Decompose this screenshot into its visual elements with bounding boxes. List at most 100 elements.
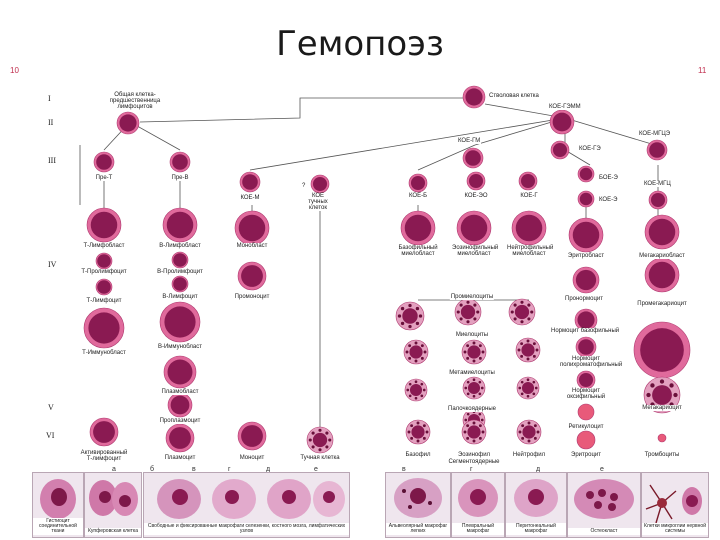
koe-m (239, 171, 261, 193)
caption-kupffer: Купферовская клетка (85, 528, 141, 535)
metamyelocyte-e (462, 376, 486, 400)
plasmablast (163, 355, 197, 389)
promonocyte (237, 261, 267, 291)
normocyte-baso (574, 308, 598, 332)
caption-pleural: Плевральный макрофаг (452, 523, 504, 535)
panel-histiocyte: Гистиоцит соединительной ткани (32, 472, 84, 538)
label-koe-meg: КОЕ-МГЦЭ (638, 131, 672, 137)
line-gemm-to-m (249, 117, 566, 171)
myelocyte-n (515, 337, 541, 363)
koe-gemm (549, 109, 575, 135)
caption-osteoclast: Остеокласт (568, 528, 640, 535)
label-myelocytes: Миелоциты (454, 332, 490, 338)
label-segmented: Сегментоядерные (447, 459, 501, 465)
label-t-immunoblast: Т-Иммунобласт (81, 350, 127, 356)
b-lymphoblast (162, 207, 198, 243)
megakaryoblast (644, 214, 680, 250)
label-koe-b: КОЕ-Б (407, 193, 429, 199)
label-koe-e: КОЕ-Э (598, 197, 619, 203)
label-stem-cell: Стволовая клетка (488, 93, 540, 99)
label-band: Палочкоядерные (447, 406, 497, 412)
label-promegakaryocyte: Промегакариоцит (636, 301, 688, 307)
pronormocyte (572, 266, 600, 294)
koe-e (577, 190, 595, 208)
alveolar-image (394, 478, 442, 518)
stage-iii: III (48, 156, 56, 165)
label-koe-gm: КОЕ-ГМ (457, 138, 482, 144)
label-baso-myeloblast: Базофильный миелобласт (397, 245, 439, 257)
panel-osteoclast: Остеокласт (567, 472, 641, 538)
label-monocyte: Моноцит (238, 455, 266, 461)
label-mast-cell: Тучная клетка (299, 455, 341, 461)
b-prolymphocyte (171, 251, 189, 269)
label-t-lymph: Т-Лимфоцит (85, 298, 123, 304)
stage-iv: IV (48, 260, 57, 269)
label-metamyelocytes: Метамиелоциты (448, 370, 496, 376)
histiocyte-image (40, 479, 76, 519)
erythrocyte (576, 430, 596, 450)
koe-b (408, 173, 428, 193)
b-lymphocyte (171, 275, 189, 293)
eosinophil (461, 419, 487, 445)
microglia-image (645, 484, 702, 524)
label-b-immunoblast: В-Иммунобласт (156, 344, 204, 350)
label-basophil: Базофил (404, 452, 432, 458)
label-eos-myeloblast: Эозинофильный миелобласт (451, 245, 499, 257)
page-number-left: 10 (10, 66, 19, 75)
band-letter-a: а (112, 466, 116, 473)
caption-histiocyte: Гистиоцит соединительной ткани (33, 518, 83, 535)
label-platelets: Тромбоциты (643, 452, 681, 458)
neut-myeloblast (511, 210, 547, 246)
label-koe-g: КОЕ-Г (519, 193, 539, 199)
myelocyte-b (403, 339, 429, 365)
caption-alveolar: Альвеолярный макрофаг легких (386, 523, 450, 535)
page-number-right: 11 (698, 66, 707, 75)
line-stem-to-lymph (139, 97, 485, 123)
kupffer-image (89, 480, 138, 516)
panel-alveolar: Альвеолярный макрофаг легких (385, 472, 451, 538)
line-ge-branch (564, 149, 591, 166)
label-megakaryocyte: Мегакариоцит (641, 405, 683, 411)
band-letter-v2: в (402, 466, 406, 473)
b-immunoblast (159, 301, 201, 343)
t-immunoblast (83, 307, 125, 349)
label-koe-eo: КОЕ-ЭО (463, 193, 489, 199)
band-letter-g2: г (470, 466, 473, 473)
label-question: ? (301, 183, 307, 189)
caption-spleen-macrophages: Свободные и фиксированные макрофаги селе… (144, 523, 349, 535)
panel-pleural: Плевральный макрофаг (451, 472, 505, 538)
stage-vi: VI (46, 431, 55, 440)
label-t-prolymph: Т-Пролимфоцит (80, 269, 128, 275)
osteoclast-image (574, 479, 634, 519)
reticulocyte (577, 403, 595, 421)
label-plasmocyte: Плазмоцит (163, 455, 197, 461)
promyelocyte-b (395, 301, 425, 331)
label-normo-baso: Нормоцит базофильный (550, 328, 621, 334)
band-letter-e2: е (600, 466, 604, 473)
label-koe-mast: КОЕ тучных клеток (301, 193, 335, 211)
panel-spleen-macrophages: Свободные и фиксированные макрофаги селе… (143, 472, 350, 538)
neutrophil (516, 419, 542, 445)
koe-g (518, 171, 538, 191)
band-letter-g: г (228, 466, 231, 473)
koe-meg (646, 139, 668, 161)
label-t-lymphoblast: Т-Лимфобласт (82, 243, 126, 249)
erythroblast (568, 217, 604, 253)
monoblast (234, 210, 270, 246)
boe-e (577, 165, 595, 183)
label-monoblast: Монобласт (235, 243, 269, 249)
baso-myeloblast (400, 210, 436, 246)
t-lymphoblast (86, 207, 122, 243)
band-letter-d2: д (536, 466, 541, 473)
monocyte (237, 421, 267, 451)
proplasmocyte (167, 392, 193, 418)
normocyte-oxy (576, 370, 596, 390)
label-neutrophil: Нейтрофил (511, 452, 547, 458)
label-pronormocyte: Пронормоцит (564, 296, 604, 302)
label-normo-poly: Нормоцит полихроматофильный (559, 356, 623, 368)
koe-mast (310, 174, 330, 194)
label-eosinophil: Эозинофил (456, 452, 492, 458)
eos-myeloblast (456, 210, 492, 246)
myelocyte-e (461, 339, 487, 365)
panel-microglia: Клетки микроглии нервной системы (641, 472, 709, 538)
